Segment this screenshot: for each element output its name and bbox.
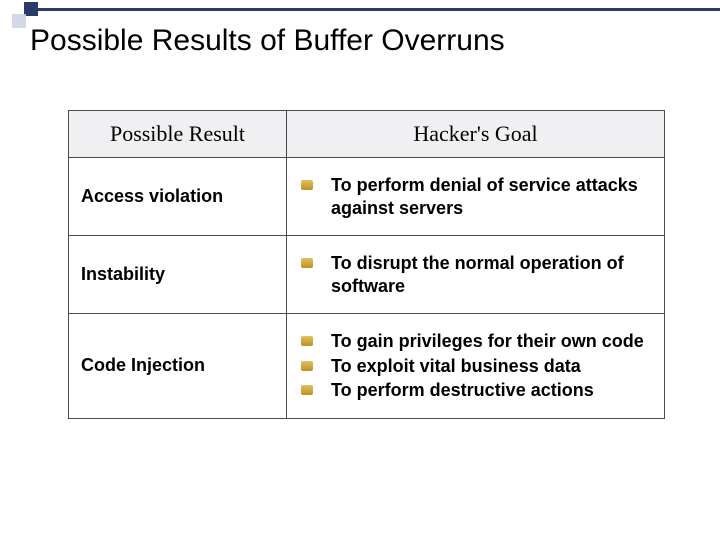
goal-list: To disrupt the normal operation of softw…	[299, 252, 652, 297]
goal-item: To perform destructive actions	[323, 379, 652, 402]
goal-item: To disrupt the normal operation of softw…	[323, 252, 652, 297]
cell-goals: To perform denial of service attacks aga…	[287, 158, 665, 236]
accent-square-dark	[24, 2, 38, 16]
col-header-goal: Hacker's Goal	[287, 111, 665, 158]
cell-result: Code Injection	[69, 314, 287, 419]
table-row: Instability To disrupt the normal operat…	[69, 236, 665, 314]
col-header-result: Possible Result	[69, 111, 287, 158]
goal-list: To perform denial of service attacks aga…	[299, 174, 652, 219]
cell-result: Access violation	[69, 158, 287, 236]
cell-goals: To gain privileges for their own code To…	[287, 314, 665, 419]
goal-list: To gain privileges for their own code To…	[299, 330, 652, 402]
table-header-row: Possible Result Hacker's Goal	[69, 111, 665, 158]
table-row: Access violation To perform denial of se…	[69, 158, 665, 236]
accent-line	[24, 8, 720, 11]
slide-title: Possible Results of Buffer Overruns	[30, 24, 505, 58]
cell-goals: To disrupt the normal operation of softw…	[287, 236, 665, 314]
results-table: Possible Result Hacker's Goal Access vio…	[68, 110, 665, 419]
goal-item: To gain privileges for their own code	[323, 330, 652, 353]
goal-item: To perform denial of service attacks aga…	[323, 174, 652, 219]
table-row: Code Injection To gain privileges for th…	[69, 314, 665, 419]
cell-result: Instability	[69, 236, 287, 314]
accent-square-light	[12, 14, 26, 28]
goal-item: To exploit vital business data	[323, 355, 652, 378]
